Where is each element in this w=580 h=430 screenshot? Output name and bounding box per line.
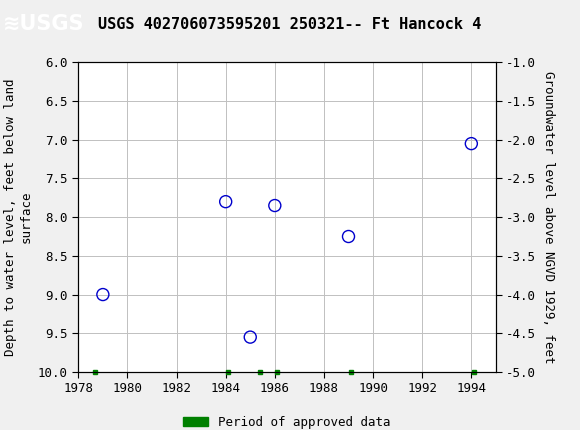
Point <box>467 140 476 147</box>
Legend: Period of approved data: Period of approved data <box>179 411 396 430</box>
Text: USGS 402706073595201 250321-- Ft Hancock 4: USGS 402706073595201 250321-- Ft Hancock… <box>99 17 481 32</box>
Text: ≋USGS: ≋USGS <box>3 14 85 34</box>
Point <box>245 334 255 341</box>
Y-axis label: Groundwater level above NGVD 1929, feet: Groundwater level above NGVD 1929, feet <box>542 71 555 363</box>
Point <box>344 233 353 240</box>
Point <box>270 202 280 209</box>
Point <box>221 198 230 205</box>
Y-axis label: Depth to water level, feet below land
surface: Depth to water level, feet below land su… <box>4 78 32 356</box>
Point <box>98 291 107 298</box>
